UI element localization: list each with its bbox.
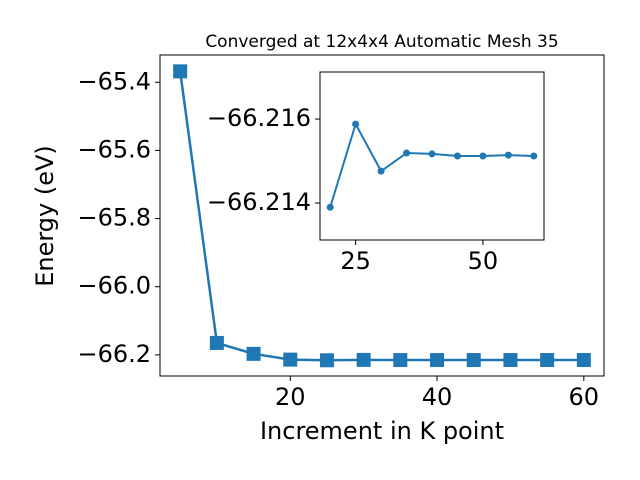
marker: [377, 167, 385, 175]
marker: [503, 353, 518, 368]
marker: [504, 151, 512, 159]
y-tick-label: −66.2: [77, 340, 151, 368]
marker: [576, 353, 591, 368]
chart-title: Converged at 12x4x4 Automatic Mesh 35: [205, 32, 558, 52]
y-tick-label: −65.8: [77, 204, 151, 232]
marker: [246, 346, 261, 361]
x-tick-label: 25: [340, 247, 371, 275]
y-axis-label: Energy (eV): [31, 145, 59, 287]
y-tick-label: −66.214: [207, 188, 311, 216]
marker: [430, 353, 445, 368]
x-tick-label: 40: [422, 383, 453, 411]
marker: [173, 64, 188, 79]
marker: [428, 150, 436, 158]
marker: [352, 120, 360, 128]
marker: [466, 353, 481, 368]
marker: [530, 152, 538, 160]
marker: [326, 203, 334, 211]
marker: [356, 352, 371, 367]
y-tick-label: −66.216: [207, 104, 311, 132]
marker: [393, 353, 408, 368]
x-tick-label: 20: [275, 383, 306, 411]
y-tick-label: −65.4: [77, 67, 151, 95]
marker: [403, 149, 411, 157]
marker: [319, 353, 334, 368]
marker: [283, 352, 298, 367]
y-tick-label: −65.6: [77, 135, 151, 163]
marker: [453, 152, 461, 160]
x-tick-label: 60: [569, 383, 600, 411]
marker: [540, 353, 555, 368]
marker: [479, 152, 487, 160]
x-axis-label: Increment in K point: [260, 417, 504, 445]
x-tick-label: 50: [468, 247, 499, 275]
marker: [209, 335, 224, 350]
y-tick-label: −66.0: [77, 272, 151, 300]
